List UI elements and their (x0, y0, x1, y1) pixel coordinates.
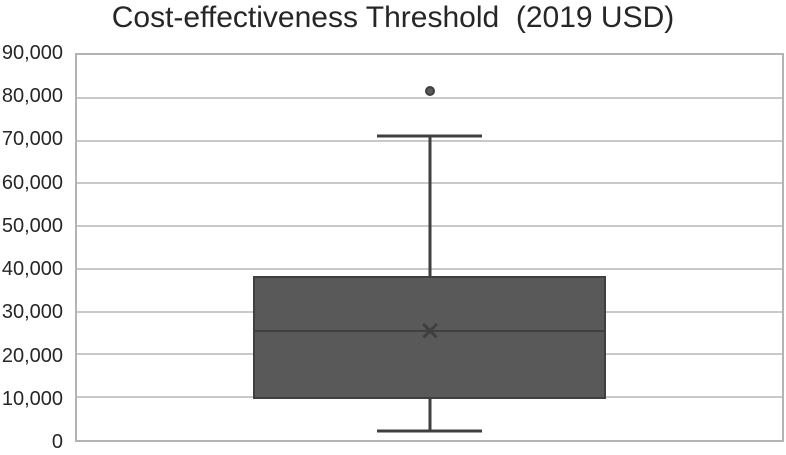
y-tick-label: 80,000 (1, 85, 63, 108)
y-tick-label: 40,000 (1, 258, 63, 281)
chart-title: Cost-effectiveness Threshold (2019 USD) (111, 1, 675, 34)
y-tick-label: 0 (51, 431, 63, 453)
outlier-point (424, 86, 435, 97)
lower-whisker-line (428, 399, 431, 432)
y-axis-labels: 90,000 80,000 70,000 60,000 50,000 40,000 30,0… (0, 43, 63, 452)
gridline (77, 96, 782, 99)
y-tick-label: 10,000 (1, 387, 63, 410)
y-tick-label: 50,000 (1, 214, 63, 237)
iqr-box (253, 276, 606, 400)
y-tick-label: 90,000 (1, 42, 63, 64)
y-tick-label: 30,000 (1, 301, 63, 324)
y-tick-label: 70,000 (1, 128, 63, 151)
mean-marker (420, 321, 439, 340)
lower-whisker-cap (376, 429, 483, 433)
plot-area (75, 53, 784, 442)
y-tick-label: 20,000 (1, 344, 63, 367)
y-tick-label: 60,000 (1, 171, 63, 194)
upper-whisker-cap (376, 134, 483, 138)
upper-whisker-line (428, 136, 431, 277)
